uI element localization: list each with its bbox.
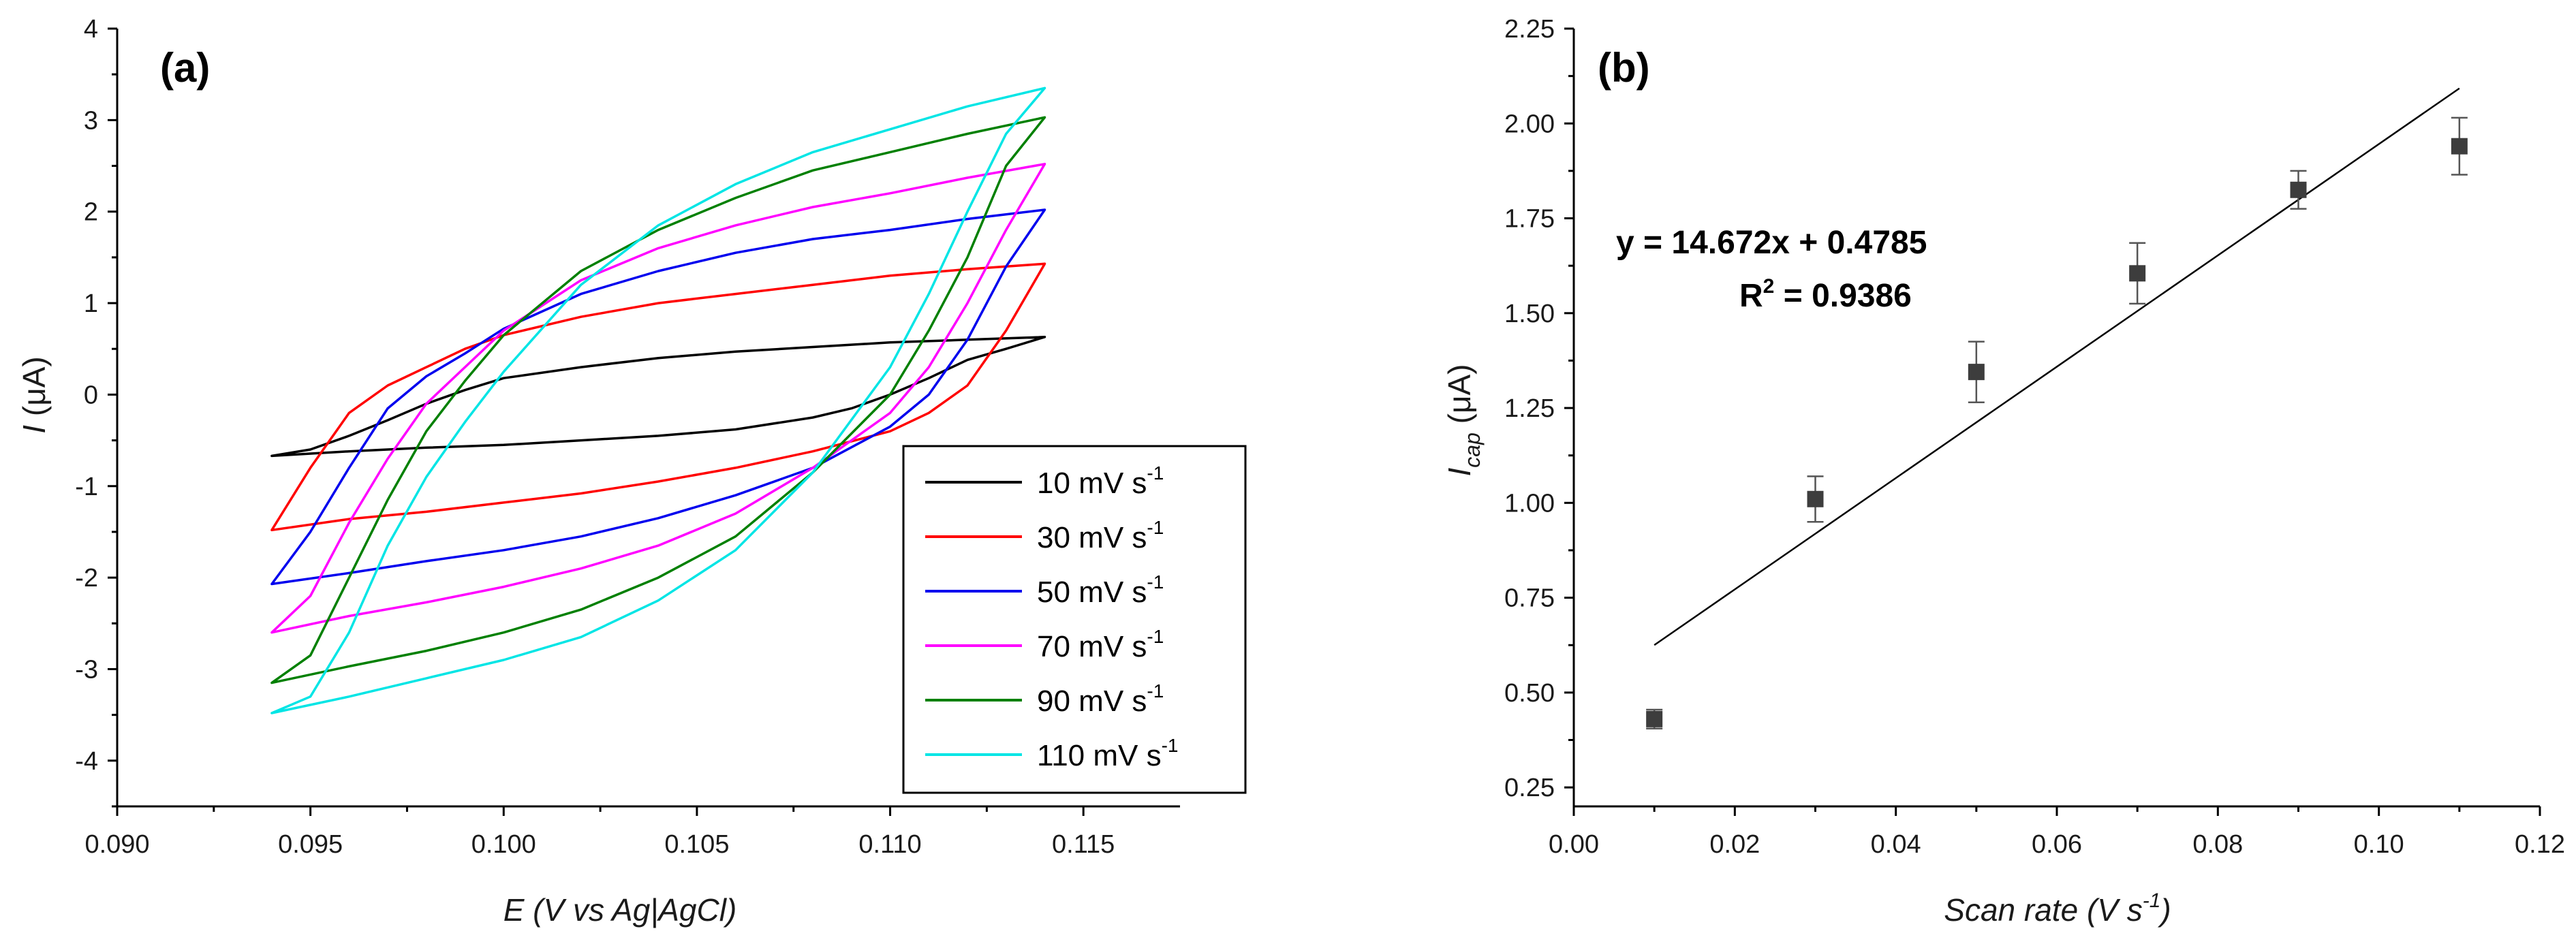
legend-box [902,445,1247,794]
fit-equation: y = 14.672x + 0.4785 [1616,225,1927,261]
panel-b-points [1646,116,2468,730]
legend-label-5: 90 mV s-1 [1037,680,1164,718]
x-tick-label: 0.110 [858,830,921,859]
cv-curve-1 [270,336,1046,458]
panel-b-x-title: Scan rate (V s-1) [1944,889,2171,928]
x-tick-label: 0.10 [2354,830,2404,859]
panel-a-x-title: E (V vs Ag|AgCl) [503,892,737,928]
x-tick-label: 0.04 [1871,830,1921,859]
data-marker [2129,265,2146,282]
x-tick-label: 0.115 [1052,830,1115,859]
x-tick-label: 0.06 [2032,830,2082,859]
x-tick-label: 0.00 [1549,830,1599,859]
panel-a-y-title: I (μA) [16,356,52,433]
x-tick-label: 0.02 [1709,830,1760,859]
cv-curve-6 [270,86,1046,714]
x-tick-label: 0.100 [471,830,536,859]
data-point-6 [2451,116,2468,176]
data-point-5 [2290,170,2307,210]
panel-b: (b) 0.00 0.02 0.04 0.06 0.08 0.10 0.12 0.25 0.50… [1442,15,2565,928]
y-tick-label: 1.25 [1504,394,1555,423]
data-marker [1807,490,1824,507]
panel-b-label: (b) [1598,45,1650,91]
data-marker [2290,181,2307,198]
legend-label-3: 50 mV s-1 [1037,571,1164,609]
y-tick-label: -2 [75,564,98,593]
y-tick-label: 2.25 [1504,15,1555,44]
x-tick-label: 0.08 [2192,830,2243,859]
y-tick-label: 0 [84,381,98,409]
data-point-3 [1968,341,1985,403]
y-tick-label: 0.25 [1504,774,1555,802]
legend-label-4: 70 mV s-1 [1037,626,1164,663]
panel-a: (a) 0.090 0.095 0.100 0.105 0.110 0.115 -4 -3 -2… [16,15,1247,928]
panel-a-legend: 10 mV s-1 30 mV s-1 50 mV s-1 70 mV s-1 90 m… [902,445,1247,794]
panel-a-label: (a) [160,45,210,91]
cv-curve-4 [270,163,1046,634]
y-tick-label: 1.00 [1504,489,1555,518]
y-tick-label: 1.75 [1504,205,1555,234]
panel-b-ticks: 0.00 0.02 0.04 0.06 0.08 0.10 0.12 0.25 0.50 0.75… [1504,15,2565,859]
panel-b-fit-line-group [1654,87,2460,646]
data-point-1 [1646,708,1663,730]
y-tick-label: 2 [84,198,98,227]
legend-label-2: 30 mV s-1 [1037,517,1164,554]
x-tick-label: 0.105 [664,830,729,859]
y-tick-label: 0.75 [1504,584,1555,613]
y-tick-label: 1 [84,289,98,318]
data-point-4 [2129,242,2146,305]
x-tick-label: 0.12 [2515,830,2565,859]
y-tick-label: -4 [75,747,98,776]
y-tick-label: 0.50 [1504,679,1555,708]
fit-line [1654,87,2460,646]
y-tick-label: 3 [84,106,98,135]
panel-b-y-title: Icap (μA) [1442,364,1485,477]
y-tick-label: 1.50 [1504,300,1555,328]
data-point-2 [1807,475,1824,523]
cv-curve-5 [270,116,1046,684]
data-marker [1968,364,1985,381]
panel-a-ticks: 0.090 0.095 0.100 0.105 0.110 0.115 -4 -3 -2 -1 0 1… [75,15,1115,859]
y-tick-label: -1 [75,473,98,501]
legend-label-1: 10 mV s-1 [1037,462,1164,500]
legend-label-6: 110 mV s-1 [1037,735,1179,772]
x-tick-label: 0.095 [278,830,343,859]
y-tick-label: -3 [75,655,98,684]
y-tick-label: 4 [84,15,98,44]
data-marker [2451,138,2468,155]
y-tick-label: 2.00 [1504,110,1555,138]
panel-a-curves [270,86,1046,714]
fit-r-squared: R2 = 0.9386 [1739,275,1912,314]
data-marker [1646,710,1663,727]
x-tick-label: 0.090 [84,830,149,859]
cv-curve-3 [270,208,1046,586]
